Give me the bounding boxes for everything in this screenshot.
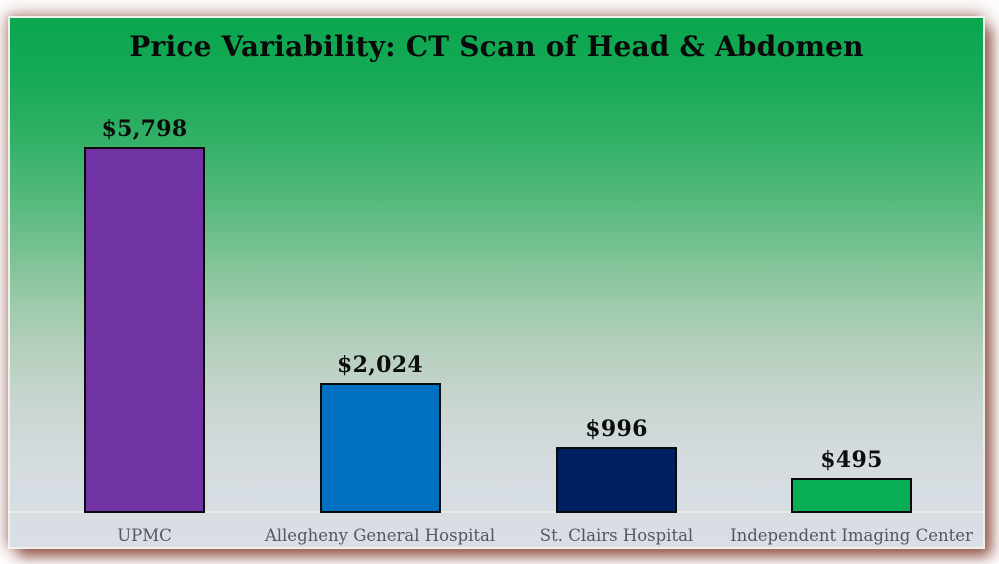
bar-value-label: $495: [820, 447, 883, 473]
bar-value-label: $2,024: [337, 352, 423, 378]
bar-value-label: $996: [585, 416, 648, 442]
chart-panel: Price Variability: CT Scan of Head & Abd…: [10, 18, 983, 547]
bar-independent-imaging-center: [791, 478, 912, 513]
bar-column-st-clairs-hospital: $996: [507, 416, 727, 513]
category-label-st-clairs-hospital: St. Clairs Hospital: [539, 526, 694, 545]
bar-column-upmc: $5,798: [35, 116, 255, 513]
chart-title: Price Variability: CT Scan of Head & Abd…: [129, 30, 864, 63]
category-label-allegheny-general-hospital: Allegheny General Hospital: [264, 526, 496, 545]
bar-column-independent-imaging-center: $495: [742, 447, 962, 513]
bar-st-clairs-hospital: [556, 447, 677, 513]
category-label-independent-imaging-center: Independent Imaging Center: [730, 526, 973, 545]
x-axis-baseline: [10, 511, 983, 513]
bar-column-allegheny-general-hospital: $2,024: [270, 352, 490, 513]
category-label-upmc: UPMC: [117, 526, 172, 545]
bar-upmc: [84, 147, 205, 513]
bar-value-label: $5,798: [101, 116, 188, 142]
bar-allegheny-general-hospital: [319, 383, 441, 513]
